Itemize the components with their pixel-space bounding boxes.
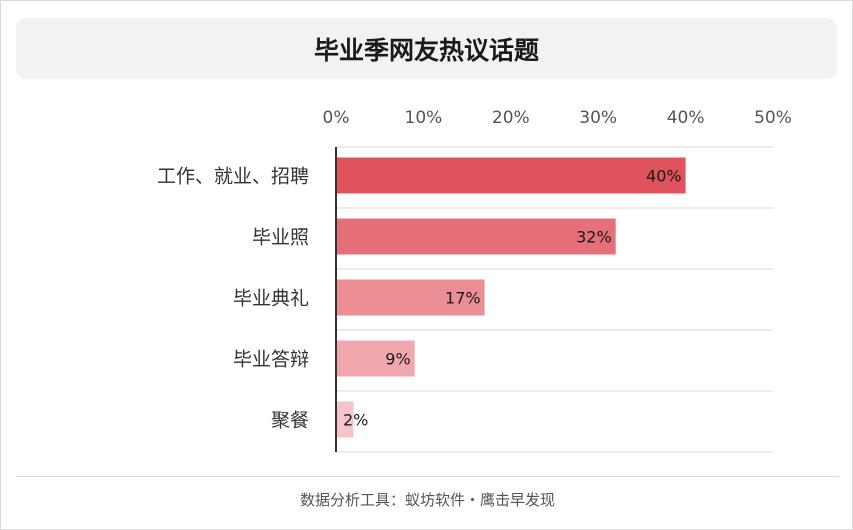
chart-title: 毕业季网友热议话题: [313, 35, 539, 65]
bar: [336, 279, 485, 316]
category-label: 毕业答辩: [233, 349, 309, 371]
bar: [336, 218, 616, 255]
category-label: 聚餐: [271, 410, 309, 432]
bar: [336, 401, 354, 438]
bar-chart: 0% 10% 20% 30% 40% 50% 工作、就业、招聘 40% 毕业照 32% 毕业典礼 17…: [157, 108, 792, 453]
x-tick-label: 30%: [579, 108, 617, 128]
footer-divider: [16, 476, 839, 477]
category-label: 工作、就业、招聘: [157, 166, 309, 188]
value-label: 32%: [576, 228, 612, 247]
bar: [336, 340, 415, 377]
source-credit: 数据分析工具：蚁坊软件・鹰击早发现: [299, 491, 555, 509]
category-label: 毕业照: [252, 227, 309, 249]
title-banner: 毕业季网友热议话题: [16, 18, 837, 79]
x-tick-label: 10%: [405, 108, 443, 128]
value-label: 9%: [385, 350, 410, 369]
value-label: 17%: [445, 289, 481, 308]
x-tick-label: 0%: [323, 108, 350, 128]
x-tick-label: 20%: [492, 108, 530, 128]
value-label: 40%: [646, 167, 682, 186]
value-label: 2%: [343, 411, 368, 430]
x-tick-label: 50%: [754, 108, 792, 128]
category-label: 毕业典礼: [233, 288, 309, 310]
x-tick-label: 40%: [667, 108, 705, 128]
bar: [336, 157, 686, 194]
